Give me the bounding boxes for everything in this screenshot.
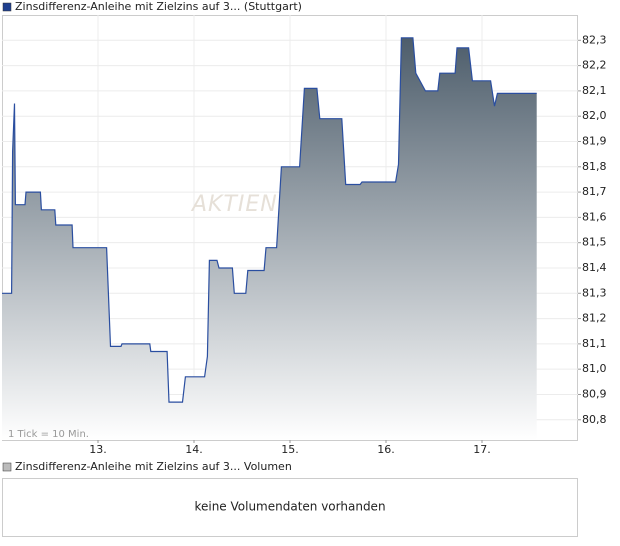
y-tick-label: 80,9 [582, 387, 607, 400]
y-tick-label: 81,5 [582, 236, 607, 249]
y-tick-label: 81,1 [582, 337, 607, 350]
y-tick-label: 82,3 [582, 33, 607, 46]
annotation: 1 Tick = 10 Min. [8, 429, 89, 440]
x-tick-label: 15. [281, 443, 299, 456]
line [2, 37, 537, 403]
x-tick-label: 17. [473, 443, 491, 456]
y-tick-label: 80,8 [582, 413, 607, 426]
x-tick-label: 14. [185, 443, 203, 456]
watermark: AKTIEN [190, 192, 278, 217]
legend-icon [2, 462, 12, 472]
y-tick-label: 81,2 [582, 312, 607, 325]
y-tick-label: 82,2 [582, 59, 607, 72]
volume-frame [2, 478, 578, 537]
y-tick-label: 81,9 [582, 134, 607, 147]
y-tick-label: 82,0 [582, 109, 607, 122]
y-tick-label: 81,3 [582, 286, 607, 299]
y-tick-label: 81,4 [582, 261, 607, 274]
x-tick-label: 13. [89, 443, 107, 456]
volume-message: keine Volumendaten vorhanden [194, 500, 385, 514]
chart-title: Zinsdifferenz-Anleihe mit Zielzins auf 3… [15, 0, 302, 13]
x-tick-label: 16. [377, 443, 395, 456]
y-tick-label: 82,1 [582, 84, 607, 97]
area [2, 37, 537, 441]
volume-title: Zinsdifferenz-Anleihe mit Zielzins auf 3… [15, 460, 292, 473]
y-tick-label: 81,7 [582, 185, 607, 198]
legend-icon [2, 2, 12, 12]
y-tick-label: 81,8 [582, 160, 607, 173]
y-tick-label: 81,6 [582, 210, 607, 223]
y-tick-label: 81,0 [582, 362, 607, 375]
